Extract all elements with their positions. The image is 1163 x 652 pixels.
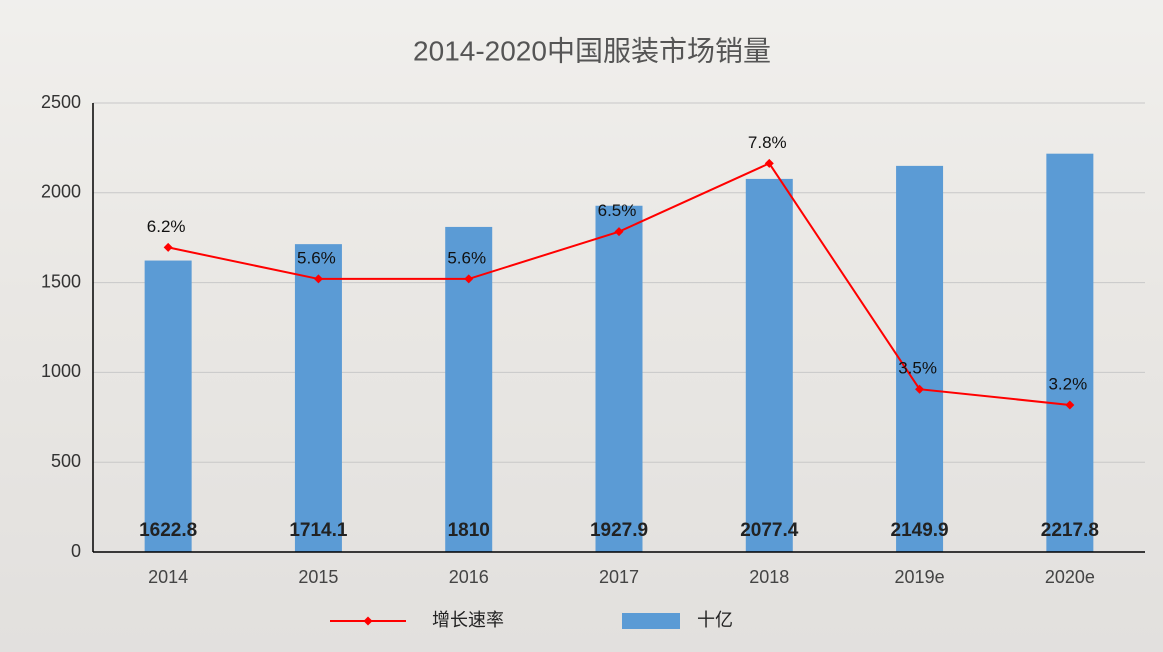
line-value-label: 5.6% [447,248,486,267]
line-value-label: 5.6% [297,248,336,267]
bar-value-label: 2149.9 [891,520,949,541]
line-marker [764,158,774,168]
bar [595,205,643,553]
bar-value-label: 1622.8 [139,520,197,541]
line-marker [313,274,323,284]
line-marker [464,274,474,284]
line-value-label: 3.5% [898,359,937,378]
y-tick-label: 2500 [41,92,81,112]
x-tick-label: 2018 [749,567,789,587]
line-marker [614,227,624,237]
line-value-label: 3.2% [1048,374,1087,393]
y-tick-label: 1500 [41,271,81,291]
bar-value-label: 2217.8 [1041,520,1099,541]
line-value-label: 6.2% [147,217,186,236]
bar [144,260,192,552]
line-value-label: 7.8% [748,133,787,152]
chart-title: 2014-2020中国服装市场销量 [413,35,771,66]
x-tick-label: 2015 [298,567,338,587]
y-tick-label: 0 [71,541,81,561]
y-tick-label: 1000 [41,361,81,381]
bar [294,244,342,552]
line-marker [163,242,173,252]
bar-value-label: 2077.4 [740,520,799,541]
bar-value-label: 1927.9 [590,520,648,541]
x-tick-label: 2017 [599,567,639,587]
line-marker [915,384,925,394]
bar [896,165,944,552]
bar-value-label: 1714.1 [289,520,348,541]
bar [1046,153,1094,553]
x-tick-label: 2014 [148,567,188,587]
x-tick-label: 2019e [895,567,945,587]
line-marker [1065,400,1075,410]
legend-label: 十亿 [697,610,733,630]
legend-label: 增长速率 [432,610,504,630]
x-tick-label: 2016 [449,567,489,587]
y-tick-label: 500 [51,451,81,471]
x-tick-label: 2020e [1045,567,1095,587]
legend-swatch [622,613,680,629]
line-value-label: 6.5% [598,201,637,220]
bar [745,178,793,552]
legend-marker [363,616,373,626]
bar-value-label: 1810 [448,520,490,541]
y-tick-label: 2000 [41,182,81,202]
